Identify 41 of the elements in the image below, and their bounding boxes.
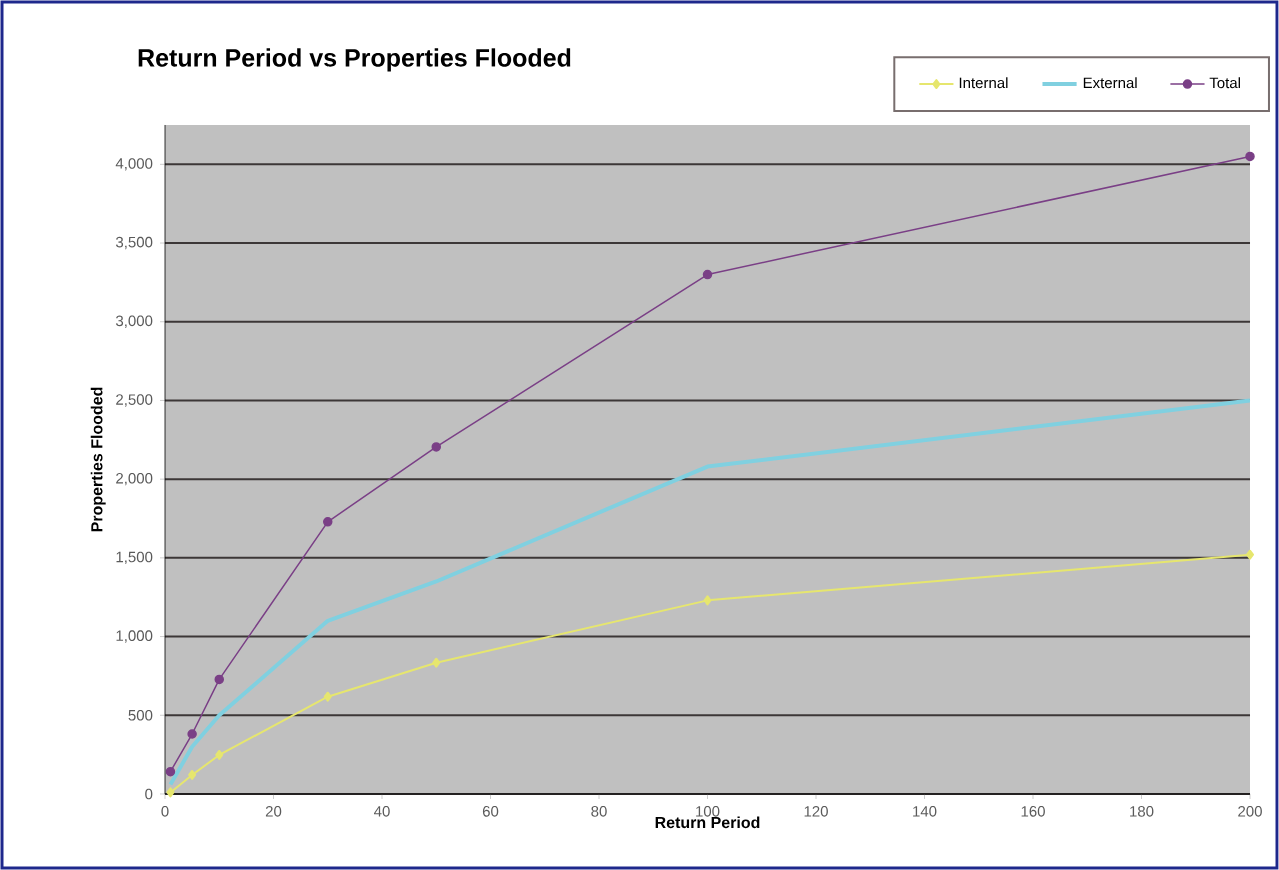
x-tick-label: 160 (1021, 806, 1045, 817)
point (323, 517, 333, 527)
x-tick-label: 20 (265, 806, 282, 817)
line-series (168, 398, 1251, 787)
y-tick-label: 4,000 (115, 158, 153, 171)
legend-label: External (1083, 77, 1137, 89)
x-tick-label: 140 (913, 806, 937, 817)
x-axis-title: Return Period (655, 816, 760, 829)
y-axis-title: Properties Flooded (90, 387, 106, 532)
y-tick-label: 1,000 (116, 630, 153, 643)
point (702, 269, 713, 280)
x-tick-label: 80 (591, 806, 607, 817)
x-tick-label: 0 (161, 806, 169, 817)
y-tick-label: 0 (145, 788, 153, 800)
y-tick-label: 500 (128, 709, 153, 721)
y-tick-label: 2,500 (116, 394, 153, 407)
point (188, 769, 197, 780)
point (432, 657, 441, 668)
x-tick-label: 180 (1130, 806, 1154, 817)
point (166, 787, 175, 798)
point (187, 729, 197, 739)
x-tick-label: 100 (696, 806, 720, 817)
y-tick-label: 3,000 (115, 315, 153, 328)
x-tick-label: 120 (804, 806, 828, 817)
legend-label: Total (1209, 77, 1240, 89)
point (431, 442, 442, 452)
point (323, 691, 332, 702)
point (214, 674, 224, 685)
point (215, 749, 224, 760)
y-tick-label: 1,500 (116, 551, 153, 565)
point (1246, 549, 1255, 560)
x-tick-label: 60 (482, 806, 499, 817)
point (703, 595, 712, 606)
point (165, 766, 176, 777)
legend-label: Internal (959, 77, 1008, 89)
x-tick-label: 40 (374, 806, 390, 817)
chart-title: Return Period vs Properties Flooded (138, 48, 571, 72)
y-tick-label: 3,500 (115, 236, 153, 250)
y-tick-label: 2,000 (116, 472, 153, 486)
x-tick-label: 200 (1238, 806, 1262, 817)
point (1245, 151, 1255, 162)
